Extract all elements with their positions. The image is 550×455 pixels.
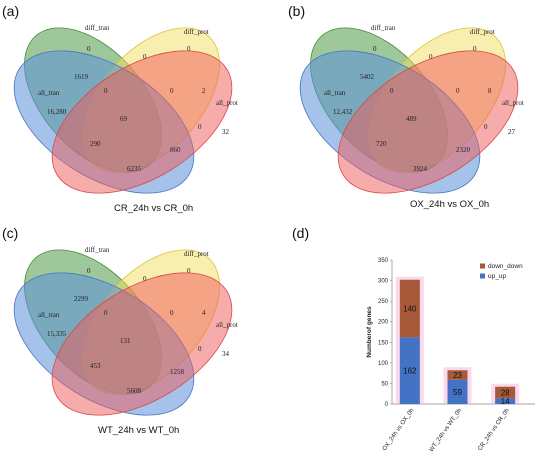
- count-e: 0: [198, 345, 202, 353]
- label-all-tran: all_tran: [38, 311, 60, 319]
- count-top-mid: 0: [143, 275, 147, 283]
- count-c: 0: [170, 87, 174, 95]
- bar-value-label: 23: [453, 371, 462, 380]
- count-a: 5402: [360, 73, 375, 81]
- bar-value-label: 28: [501, 388, 510, 397]
- label-all-tran: all_tran: [38, 89, 60, 97]
- label-diff-tran: diff_tran: [371, 24, 396, 32]
- y-tick-label: 50: [381, 381, 388, 387]
- y-axis-title: Numberof genes: [366, 306, 373, 358]
- label-all-prot: all_prot: [216, 321, 238, 329]
- bar-segment-down-down: [447, 370, 468, 380]
- y-tick-label: 0: [385, 402, 389, 408]
- bar-segment-up-up: [495, 398, 516, 404]
- count-e: 0: [484, 123, 488, 131]
- count-left: 12,432: [333, 108, 353, 116]
- label-all-prot: all_prot: [502, 99, 524, 107]
- bar-segment-down-down: [495, 386, 516, 399]
- count-top-right: 0: [473, 45, 477, 53]
- count-top-right: 0: [187, 45, 191, 53]
- panel-tag: (d): [292, 225, 309, 241]
- count-left: 15,335: [47, 330, 67, 338]
- y-tick-label: 350: [378, 258, 389, 264]
- count-b: 0: [104, 87, 108, 95]
- count-right: 32: [222, 128, 230, 136]
- count-g: 1258: [170, 368, 185, 376]
- count-f: 720: [376, 140, 387, 148]
- label-diff-prot: diff_prot: [470, 28, 495, 36]
- count-a: 2299: [74, 295, 89, 303]
- bar-segment-down-down: [399, 279, 420, 338]
- count-d: 4: [202, 309, 206, 317]
- label-diff-prot: diff_prot: [184, 28, 209, 36]
- count-d: 8: [488, 87, 492, 95]
- count-f: 453: [90, 362, 101, 370]
- label-diff-tran: diff_tran: [85, 246, 110, 254]
- count-right: 27: [508, 128, 516, 136]
- count-bottom: 3924: [413, 165, 428, 173]
- panel-tag: (c): [2, 225, 18, 241]
- count-left: 16,280: [47, 108, 67, 116]
- bar-value-label: 14: [501, 397, 510, 406]
- label-all-prot: all_prot: [216, 99, 238, 107]
- count-top-left: 0: [373, 45, 377, 53]
- stacked-bar-chart: 0 50 100 150 200 250 300 350 Numberof genes 162 14…: [366, 258, 535, 453]
- legend-swatch: [480, 273, 485, 279]
- count-center: 489: [406, 115, 417, 123]
- x-category-label: CR_24h vs CR_0h: [477, 408, 511, 452]
- count-bottom: 6235: [127, 165, 142, 173]
- panel-caption: WT_24h vs WT_0h: [98, 425, 179, 436]
- label-diff-tran: diff_tran: [85, 24, 110, 32]
- legend-entry: up_up: [488, 273, 506, 280]
- bar-value-label: 59: [453, 388, 462, 397]
- bar-value-label: 162: [403, 367, 417, 376]
- count-a: 1619: [74, 73, 89, 81]
- y-tick-label: 100: [378, 361, 389, 367]
- bar-segment-up-up: [399, 337, 420, 404]
- count-bottom: 5608: [127, 387, 142, 395]
- label-diff-prot: diff_prot: [184, 250, 209, 258]
- panel-tag: (a): [2, 3, 19, 19]
- legend-swatch: [480, 263, 485, 269]
- y-tick-label: 200: [378, 320, 389, 326]
- count-b: 0: [390, 87, 394, 95]
- bar-chart-panel: (d) 0 50 100 150 200 250 300 350 Numberof genes 1…: [292, 225, 535, 453]
- panel-caption: CR_24h vs CR_0h: [114, 203, 193, 214]
- count-g: 2320: [456, 146, 471, 154]
- y-tick-label: 150: [378, 340, 389, 346]
- panel-caption: OX_24h vs OX_0h: [410, 199, 489, 210]
- count-center: 69: [120, 115, 128, 123]
- count-f: 290: [90, 140, 101, 148]
- y-tick-label: 250: [378, 299, 389, 305]
- count-b: 0: [104, 309, 108, 317]
- count-e: 0: [198, 123, 202, 131]
- count-top-mid: 0: [429, 53, 433, 61]
- venn-panel-a: (a) diff_tran diff_prot all_tran all_pro…: [0, 2, 257, 223]
- count-top-left: 0: [87, 267, 91, 275]
- count-g: 860: [170, 146, 181, 154]
- x-category-label: OX_24h vs OX_0h: [382, 408, 416, 452]
- count-top-left: 0: [87, 45, 91, 53]
- y-tick-label: 300: [378, 279, 389, 285]
- legend-entry: down_down: [488, 263, 523, 270]
- count-d: 2: [202, 87, 206, 95]
- x-category-label: WT_24h vs WT_0h: [429, 408, 463, 454]
- bar-segment-up-up: [447, 379, 468, 404]
- count-top-mid: 0: [143, 53, 147, 61]
- venn-panel-c: (c) diff_tran diff_prot all_tran all_pro…: [0, 224, 257, 445]
- count-right: 34: [222, 350, 230, 358]
- panel-tag: (b): [288, 3, 305, 19]
- bar-value-label: 140: [403, 305, 417, 314]
- count-c: 0: [456, 87, 460, 95]
- venn-panel-b: (b) diff_tran diff_prot all_tran all_pro…: [275, 2, 543, 223]
- count-top-right: 0: [187, 267, 191, 275]
- count-c: 0: [170, 309, 174, 317]
- count-center: 131: [120, 337, 131, 345]
- label-all-tran: all_tran: [324, 89, 346, 97]
